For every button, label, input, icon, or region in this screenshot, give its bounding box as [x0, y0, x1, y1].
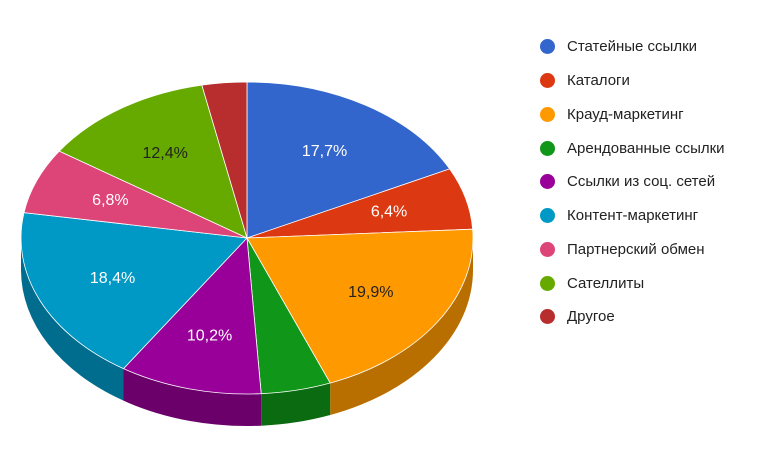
legend-swatch	[540, 174, 555, 190]
legend-swatch	[540, 208, 555, 224]
chart-legend: Статейные ссылки Каталоги Крауд-маркетинг А…	[540, 30, 725, 334]
pie-slice	[20, 212, 248, 370]
legend-swatch	[540, 39, 555, 55]
legend-label: Сателлиты	[567, 274, 645, 292]
legend-swatch	[540, 275, 555, 291]
slice-side	[261, 383, 331, 426]
legend-label: Статейные ссылки	[567, 38, 698, 56]
legend-item: Контент-маркетинг	[540, 199, 725, 233]
legend-swatch	[540, 73, 555, 89]
legend-label: Контент-маркетинг	[567, 207, 699, 225]
legend-label: Другое	[567, 308, 615, 326]
legend-swatch	[540, 106, 555, 122]
slice-value-label: 6,4%	[371, 203, 407, 220]
legend-swatch	[540, 140, 555, 156]
slice-value-label: 6,8%	[92, 192, 128, 209]
slice-value-label: 19,9%	[348, 284, 393, 301]
pie-chart: 17,7% 6,4% 19,9% 10,2% 18,4% 6,8% 12,4%	[20, 81, 474, 426]
pie-slice	[58, 84, 248, 239]
slice-value-label: 12,4%	[143, 145, 188, 162]
slice-value-label: 18,4%	[90, 270, 135, 287]
legend-label: Крауд-маркетинг	[567, 105, 684, 123]
legend-item: Ссылки из соц. сетей	[540, 165, 725, 199]
legend-label: Партнерский обмен	[567, 240, 705, 258]
slice-value-label: 10,2%	[187, 327, 232, 344]
legend-item: Каталоги	[540, 64, 725, 98]
legend-label: Каталоги	[567, 72, 630, 90]
legend-item: Партнерский обмен	[540, 233, 725, 267]
pie-slice	[201, 81, 248, 239]
slice-side	[123, 368, 262, 426]
pie-slices	[20, 81, 474, 395]
slice-value-label: 17,7%	[302, 143, 347, 160]
pie-slice	[246, 81, 451, 239]
legend-item: Другое	[540, 300, 725, 334]
pie-slice	[246, 228, 474, 384]
legend-item: Сателлиты	[540, 266, 725, 300]
slice-labels: 17,7% 6,4% 19,9% 10,2% 18,4% 6,8% 12,4%	[90, 143, 407, 344]
legend-label: Ссылки из соц. сетей	[567, 173, 716, 191]
legend-item: Статейные ссылки	[540, 30, 725, 64]
pie-slice	[122, 237, 262, 395]
legend-item: Арендованные ссылки	[540, 131, 725, 165]
slice-side	[20, 238, 124, 401]
legend-swatch	[540, 309, 555, 325]
legend-item: Крауд-маркетинг	[540, 98, 725, 132]
legend-label: Арендованные ссылки	[567, 139, 725, 157]
legend-swatch	[540, 241, 555, 257]
